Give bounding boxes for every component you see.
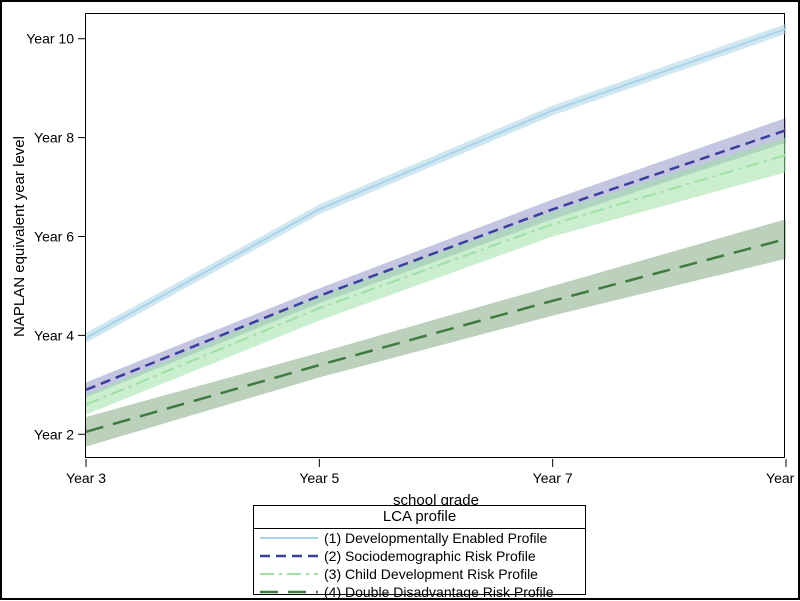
legend-swatch-profile-1	[260, 531, 318, 545]
legend-label: (1) Developmentally Enabled Profile	[324, 530, 547, 546]
y-tick-label: Year 2	[34, 426, 74, 442]
legend-swatch-profile-4	[260, 585, 318, 599]
legend-title-text: LCA profile	[383, 508, 456, 525]
legend-label: (4) Double Disadvantage Risk Profile	[324, 584, 554, 600]
y-axis-label: NAPLAN equivalent year level	[11, 136, 28, 337]
line-chart: Year 3Year 5Year 7Year 9school gradeYear…	[85, 13, 785, 458]
legend-item: (4) Double Disadvantage Risk Profile	[254, 583, 585, 601]
legend-swatch-profile-3	[260, 567, 318, 581]
y-tick-label: Year 6	[34, 229, 74, 245]
x-tick-label: Year 3	[66, 470, 106, 486]
y-tick-label: Year 10	[26, 31, 74, 47]
y-tick-label: Year 4	[34, 327, 74, 343]
legend: LCA profile (1) Developmentally Enabled …	[253, 505, 586, 595]
legend-label: (2) Sociodemographic Risk Profile	[324, 548, 536, 564]
x-tick-label: Year 9	[766, 470, 800, 486]
legend-title: LCA profile	[254, 506, 585, 529]
legend-item: (2) Sociodemographic Risk Profile	[254, 547, 585, 565]
y-tick-label: Year 8	[34, 130, 74, 146]
legend-label: (3) Child Development Risk Profile	[324, 566, 538, 582]
legend-item: (3) Child Development Risk Profile	[254, 565, 585, 583]
legend-swatch-profile-2	[260, 549, 318, 563]
legend-item: (1) Developmentally Enabled Profile	[254, 529, 585, 547]
x-tick-label: Year 7	[533, 470, 573, 486]
x-tick-label: Year 5	[299, 470, 339, 486]
